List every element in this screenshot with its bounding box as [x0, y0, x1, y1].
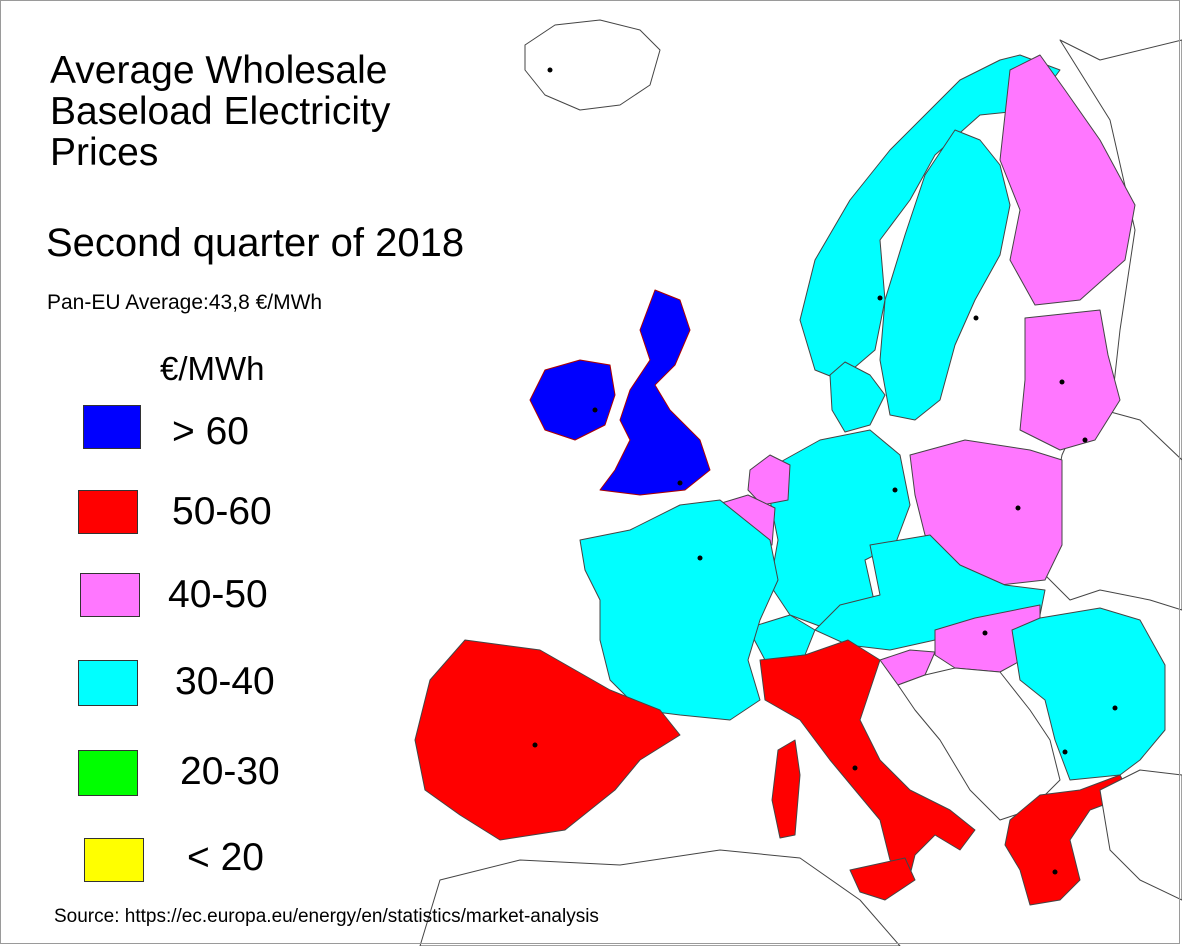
france-region — [579, 499, 779, 721]
legend-unit: €/MWh — [160, 350, 265, 387]
legend-swatch-30-40 — [78, 660, 138, 706]
legend-swatch-40-50 — [80, 573, 140, 617]
italy-region — [759, 639, 976, 876]
capital-dot — [892, 487, 898, 493]
capital-dot — [677, 480, 683, 486]
legend-label-lt20: < 20 — [187, 836, 264, 879]
finland-region — [999, 54, 1136, 306]
legend-label-30-40: 30-40 — [175, 660, 275, 703]
iberia-region — [414, 639, 681, 841]
capital-dot — [982, 630, 988, 636]
romania-bulgaria-region — [1011, 607, 1166, 781]
iceland-region — [524, 19, 661, 111]
capital-dot — [877, 295, 883, 301]
capital-dot — [532, 742, 538, 748]
greece-region — [1004, 774, 1131, 906]
legend-label-20-30: 20-30 — [180, 750, 280, 793]
map-title: Average Wholesale Baseload Electricity P… — [50, 49, 391, 174]
legend-swatch-50-60 — [78, 490, 138, 534]
capital-dot — [592, 407, 598, 413]
pan-eu-average: Pan-EU Average:43,8 €/MWh — [47, 291, 323, 314]
denmark-region — [829, 361, 886, 433]
sweden-region — [879, 129, 1011, 421]
great-britain-region — [599, 289, 711, 496]
switzerland-region — [747, 614, 816, 661]
map-subtitle: Second quarter of 2018 — [46, 221, 465, 265]
legend-swatch-gt60 — [83, 405, 141, 449]
capital-dot — [697, 555, 703, 561]
source-note: Source: https://ec.europa.eu/energy/en/s… — [54, 906, 599, 927]
turkey-region — [1099, 769, 1182, 901]
north-africa-region — [419, 849, 901, 946]
capital-dot — [1112, 705, 1118, 711]
germany-region — [769, 429, 911, 631]
capital-dot — [852, 765, 858, 771]
sicily-region — [849, 857, 916, 901]
legend-label-50-60: 50-60 — [172, 490, 272, 533]
netherlands-region — [747, 454, 791, 506]
poland-region — [909, 439, 1063, 586]
legend-label-40-50: 40-50 — [168, 573, 268, 616]
capital-dot — [1059, 379, 1065, 385]
capital-dot — [973, 315, 979, 321]
legend-label-gt60: > 60 — [172, 410, 249, 453]
capital-dot — [1015, 505, 1021, 511]
baltic-states-region — [1019, 309, 1121, 451]
legend-swatch-20-30 — [78, 750, 138, 796]
capital-dot — [547, 67, 553, 73]
capital-dot — [1062, 749, 1068, 755]
legend-swatch-lt20 — [84, 838, 144, 882]
balkans-region — [897, 667, 1061, 821]
capital-dot — [1082, 437, 1088, 443]
ireland-region — [529, 359, 616, 441]
capital-dot — [1052, 869, 1058, 875]
sardinia-region — [771, 739, 801, 839]
